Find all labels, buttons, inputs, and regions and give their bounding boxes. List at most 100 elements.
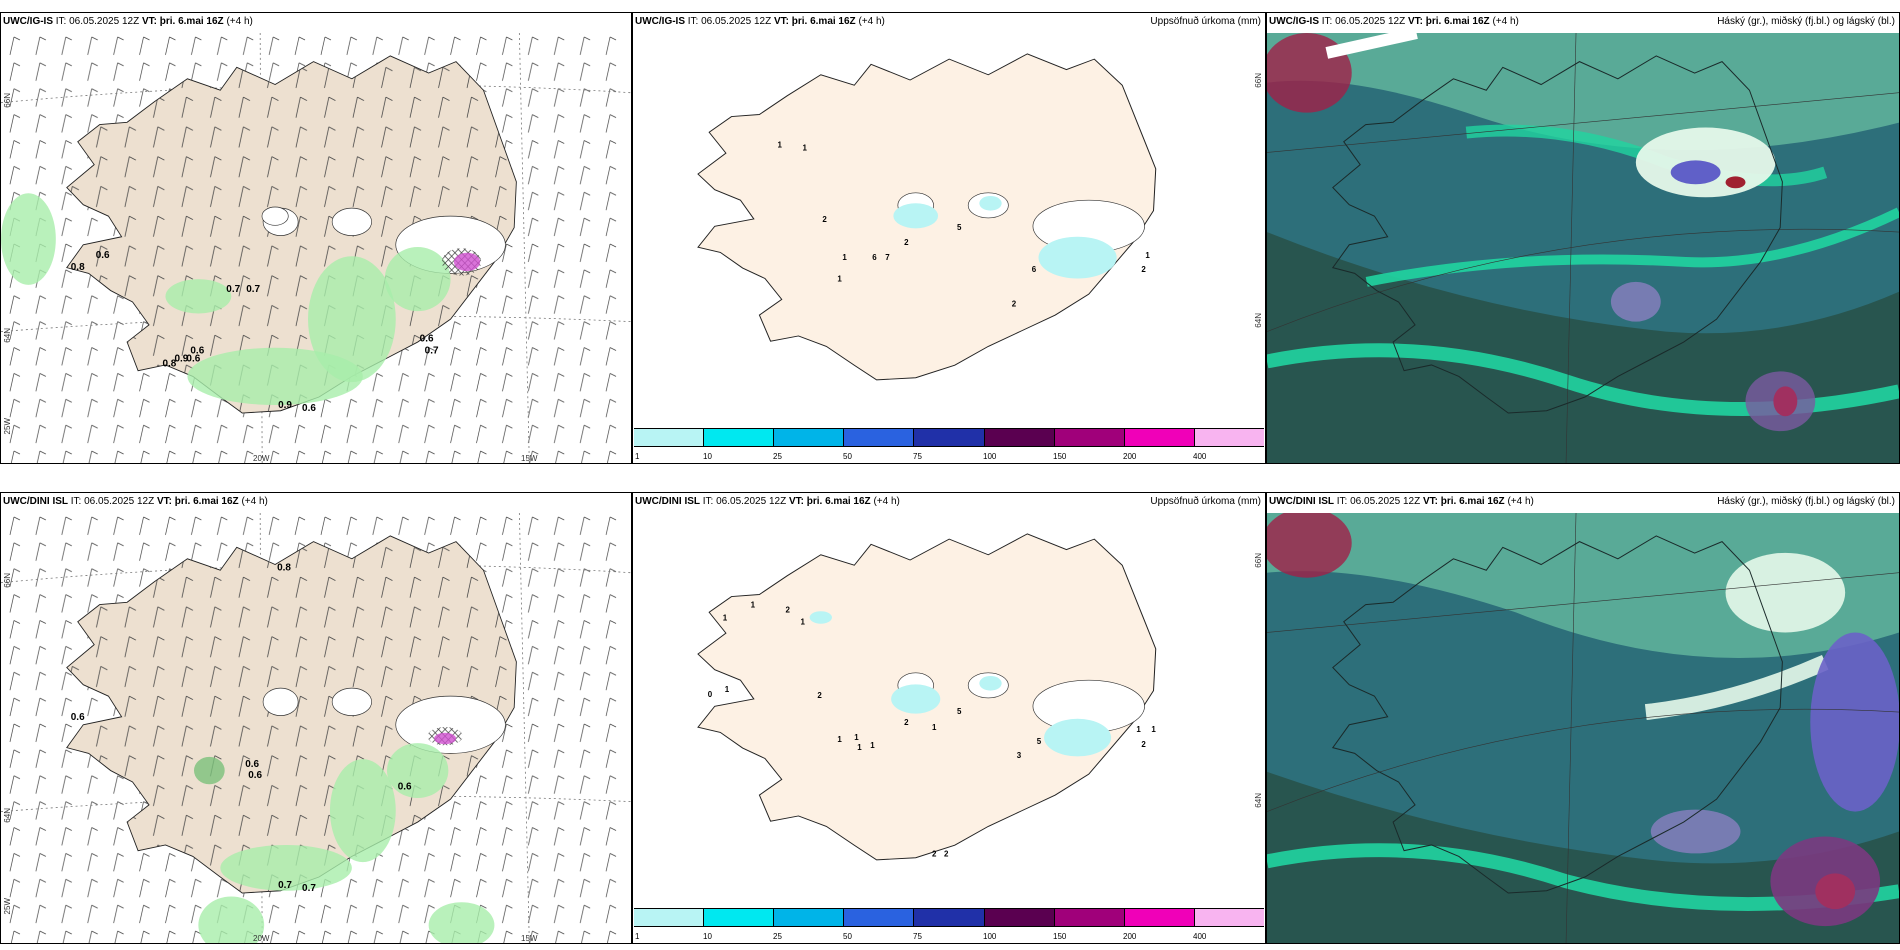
precip-value: 2	[904, 718, 909, 727]
lat-label: 64N	[3, 328, 12, 343]
panel-header: UWC/DINI ISL IT: 06.05.2025 12Z VT: þri.…	[635, 496, 900, 507]
precip-value: 2	[1141, 740, 1146, 749]
colorbar-tick: 75	[913, 452, 922, 461]
precip-value: 2	[1012, 300, 1017, 309]
colorbar-tick: 1	[635, 452, 640, 461]
precip-title: Uppsöfnuð úrkoma (mm)	[1150, 16, 1261, 27]
wind-value: 0.6	[245, 759, 259, 770]
colorbar-swatch	[844, 909, 915, 926]
colorbar-swatch	[984, 429, 1055, 446]
panel-header: UWC/DINI ISL IT: 06.05.2025 12Z VT: þri.…	[1269, 496, 1534, 507]
precip-value: 1	[837, 275, 842, 284]
wind-value: 0.7	[246, 284, 260, 295]
colorbar-swatch	[774, 909, 845, 926]
lon-label: 15W	[521, 454, 538, 463]
cloud-map	[1267, 33, 1899, 463]
wind-value: 0.7	[302, 883, 316, 894]
panel-header: UWC/DINI ISL IT: 06.05.2025 12Z VT: þri.…	[3, 496, 268, 507]
colorbar-tick: 25	[773, 932, 782, 941]
wind-value: 0.6	[302, 403, 316, 414]
colorbar-swatch	[1054, 909, 1125, 926]
wind-value: 0.9	[278, 400, 292, 411]
lat-label: 66N	[3, 93, 12, 108]
lon-label: 20W	[253, 934, 270, 943]
lat-label: 66N	[1254, 73, 1263, 88]
precip-value: 3	[1017, 751, 1022, 760]
precip-value: 2	[904, 238, 909, 247]
precip-value: 5	[1037, 737, 1042, 746]
wind-value: 0.6	[190, 346, 204, 357]
precip-value: 6	[1032, 265, 1037, 274]
colorbar-tick: 150	[1053, 452, 1067, 461]
precip-value: 1	[725, 685, 730, 694]
wind-value: 0.7	[278, 880, 292, 891]
colorbar-tick: 1	[635, 932, 640, 941]
wind-value: 0.6	[398, 782, 412, 793]
wind-panel-top: UWC/IG-IS IT: 06.05.2025 12Z VT: þri. 6.…	[0, 12, 632, 464]
lon-label: 25W	[3, 898, 12, 915]
precip-value: 1	[778, 140, 783, 149]
panel-header: UWC/IG-IS IT: 06.05.2025 12Z VT: þri. 6.…	[3, 16, 253, 27]
colorbar-tick: 50	[843, 452, 852, 461]
wind-value: 0.6	[186, 353, 200, 364]
lon-label: 25W	[3, 418, 12, 435]
cloud-map	[1267, 513, 1899, 943]
precip-value: 1	[932, 723, 937, 732]
wind-value: 0.8	[277, 563, 291, 574]
wind-value: 0.8	[71, 262, 85, 273]
colorbar	[634, 908, 1264, 927]
cloud-title: Háský (gr.), miðský (fj.bl.) og lágský (…	[1717, 16, 1895, 27]
precip-value: 0	[708, 690, 713, 699]
colorbar-swatch	[774, 429, 845, 446]
colorbar-tick: 200	[1123, 452, 1137, 461]
wind-value: 0.6	[248, 770, 262, 781]
precip-value: 1	[854, 733, 859, 742]
wind-values: 0.8 0.6 0.6 0.6 0.6 0.7 0.7	[71, 563, 412, 895]
wind-value: 0.8	[162, 358, 176, 369]
cloud-panel-top: UWC/IG-IS IT: 06.05.2025 12Z VT: þri. 6.…	[1266, 12, 1900, 464]
lat-label: 64N	[1254, 793, 1263, 808]
precip-value: 2	[1141, 265, 1146, 274]
colorbar-swatch	[704, 909, 775, 926]
precip-value: 2	[944, 849, 949, 858]
wind-value: 0.6	[420, 334, 434, 345]
precip-value: 1	[800, 617, 805, 626]
colorbar-tick: 10	[703, 932, 712, 941]
lat-label: 66N	[1254, 553, 1263, 568]
precip-value: 1	[857, 743, 862, 752]
colorbar-swatch	[634, 909, 705, 926]
precip-values: 1 1 2 1 6 7 2 1 5 6 1 2 2	[778, 140, 1151, 308]
precip-value: 2	[822, 215, 827, 224]
precip-value: 1	[1136, 725, 1141, 734]
wind-map: 0.6 0.8 0.7 0.7 0.6 0.8 0.9 0.6 0.9 0.6 …	[1, 33, 631, 463]
colorbar-swatch	[914, 909, 985, 926]
precip-value: 5	[957, 707, 962, 716]
colorbar-swatch	[634, 429, 705, 446]
precip-value: 1	[870, 741, 875, 750]
precip-value: 1	[751, 601, 756, 610]
colorbar-tick: 10	[703, 452, 712, 461]
colorbar-tick: 400	[1193, 932, 1207, 941]
wind-value: 0.7	[425, 346, 439, 357]
lon-label: 15W	[521, 934, 538, 943]
precip-value: 6	[872, 253, 877, 262]
cloud-title: Háský (gr.), miðský (fj.bl.) og lágský (…	[1717, 496, 1895, 507]
precip-value: 1	[842, 253, 847, 262]
precip-title: Uppsöfnuð úrkoma (mm)	[1150, 496, 1261, 507]
wind-panel-bottom: UWC/DINI ISL IT: 06.05.2025 12Z VT: þri.…	[0, 492, 632, 944]
colorbar-swatch	[1194, 429, 1264, 446]
precip-map: 1 1 2 1 6 7 2 1 5 6 1 2 2	[633, 33, 1265, 427]
precip-map: 1 1 2 1 0 1 2 1 1 1 1 2 5 1 5 3 1 1 2 2	[633, 513, 1265, 907]
cloud-panel-bottom: UWC/DINI ISL IT: 06.05.2025 12Z VT: þri.…	[1266, 492, 1900, 944]
wind-value: 0.6	[71, 712, 85, 723]
panel-header: UWC/IG-IS IT: 06.05.2025 12Z VT: þri. 6.…	[635, 16, 885, 27]
precip-panel-top: UWC/IG-IS IT: 06.05.2025 12Z VT: þri. 6.…	[632, 12, 1266, 464]
colorbar-tick: 100	[983, 932, 997, 941]
colorbar	[634, 428, 1264, 447]
colorbar-swatch	[1124, 429, 1195, 446]
colorbar-swatch	[914, 429, 985, 446]
wind-value: 0.9	[174, 353, 188, 364]
colorbar-tick: 100	[983, 452, 997, 461]
precip-value: 1	[1151, 725, 1156, 734]
colorbar-tick: 200	[1123, 932, 1137, 941]
